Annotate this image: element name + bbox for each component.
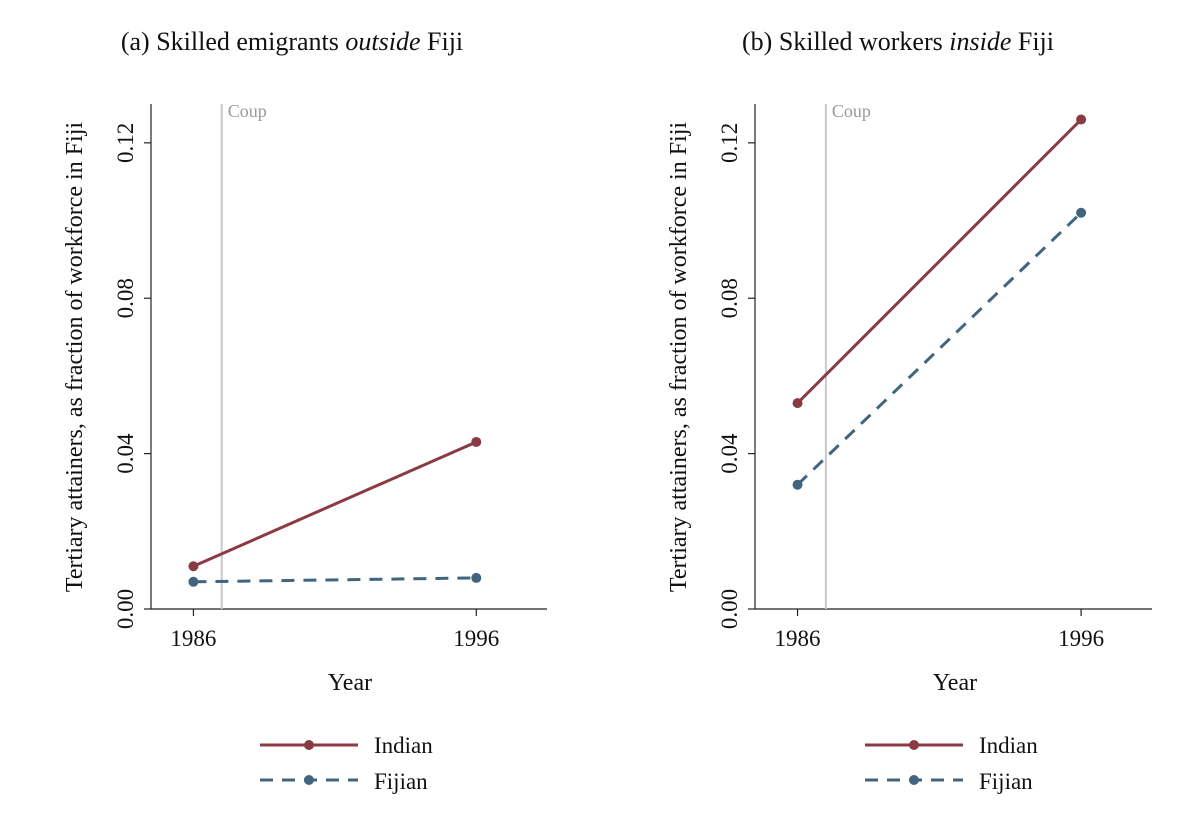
legend-fijian-marker	[304, 775, 314, 785]
coup-annotation-label: Coup	[832, 101, 871, 121]
y-tick-label: 0.12	[113, 123, 138, 163]
data-point-indian-1996	[1076, 114, 1087, 125]
data-point-fijian-1996	[1076, 207, 1087, 218]
coup-annotation-label: Coup	[228, 101, 267, 121]
panel-a-plot: 0.00 0.04 0.08 0.12 1986 1996 Coup	[113, 101, 547, 651]
data-point-fijian-1986	[188, 576, 199, 587]
panel-a-title: (a) Skilled emigrants outside Fiji	[121, 27, 463, 56]
panel-b-legend: Indian Fijian	[865, 733, 1038, 794]
x-tick-label: 1986	[775, 626, 821, 651]
panel-a-x-axis-title: Year	[328, 670, 372, 696]
y-tick-label: 0.04	[113, 433, 138, 474]
y-tick-label: 0.12	[717, 123, 742, 163]
series-line-indian	[192, 440, 477, 568]
series-line-fijian	[796, 211, 1083, 486]
panel-b-x-axis-title: Year	[933, 670, 977, 696]
x-tick-label: 1986	[170, 626, 216, 651]
panel-b: (b) Skilled workers inside Fiji 0.00 0.04…	[666, 27, 1152, 794]
data-point-indian-1996	[471, 436, 482, 447]
y-tick-label: 0.04	[717, 433, 742, 474]
series-line-fijian	[193, 576, 477, 584]
data-point-fijian-1986	[792, 479, 803, 490]
y-tick-label: 0.00	[717, 589, 742, 629]
panel-a-legend: Indian Fijian	[260, 733, 433, 794]
legend-fijian-label: Fijian	[374, 769, 428, 794]
legend-indian-label: Indian	[374, 733, 433, 758]
panel-b-title: (b) Skilled workers inside Fiji	[742, 27, 1054, 56]
y-tick-label: 0.08	[113, 278, 138, 318]
panel-b-plot: 0.00 0.04 0.08 0.12 1986 1996 Coup	[717, 101, 1152, 651]
legend-indian-marker	[304, 740, 314, 750]
x-tick-label: 1996	[453, 626, 499, 651]
panel-b-y-axis-title: Tertiary attainers, as fraction of workf…	[666, 122, 692, 592]
data-point-fijian-1996	[471, 572, 482, 583]
x-tick-label: 1996	[1058, 626, 1104, 651]
y-tick-label: 0.08	[717, 278, 742, 318]
legend-indian-marker	[909, 740, 919, 750]
panel-a-y-axis-title: Tertiary attainers, as fraction of workf…	[62, 122, 88, 592]
legend-indian-label: Indian	[979, 733, 1038, 758]
data-point-indian-1986	[188, 561, 199, 572]
legend-fijian-label: Fijian	[979, 769, 1033, 794]
data-point-indian-1986	[792, 398, 803, 409]
series-line-indian	[796, 118, 1083, 405]
y-tick-label: 0.00	[113, 589, 138, 629]
panel-a: (a) Skilled emigrants outside Fiji 0.000…	[62, 27, 547, 794]
legend-fijian-marker	[909, 775, 919, 785]
